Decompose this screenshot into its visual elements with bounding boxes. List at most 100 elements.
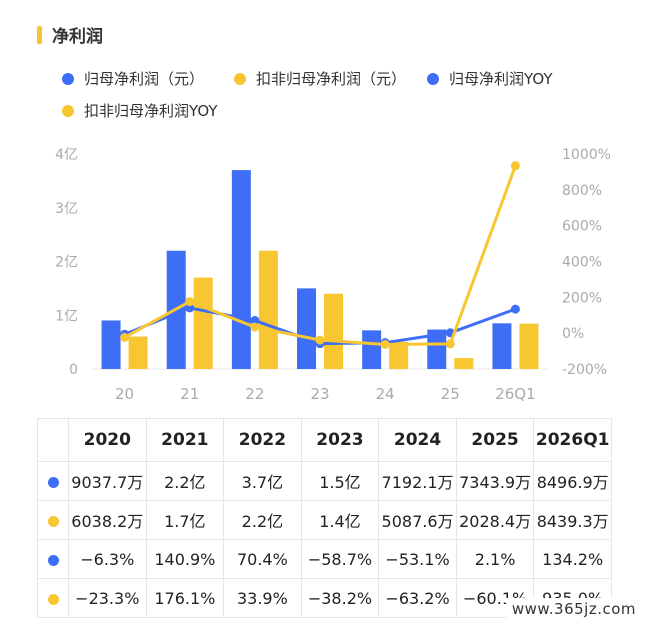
bar	[519, 323, 539, 369]
header-cell: 2022	[223, 418, 302, 462]
table-cell: 7192.1万	[378, 461, 457, 501]
line-point	[510, 304, 520, 314]
table-cell: 2.2亿	[223, 500, 302, 540]
bar	[297, 288, 316, 369]
y-left-tick-label: 2亿	[55, 255, 78, 271]
table-cell: 3.7亿	[223, 461, 302, 501]
bar	[362, 330, 382, 369]
y-left-tick-label: 0	[69, 362, 78, 378]
y-right-tick-label: 400%	[562, 255, 602, 271]
table-cell: 2.2亿	[145, 461, 225, 501]
table-header-row: 2020 2021 2022 2023 2024 2025 2026Q1	[37, 418, 612, 462]
table-cell: 70.4%	[223, 539, 302, 579]
bar	[454, 358, 474, 369]
bar	[427, 329, 447, 369]
bar	[389, 341, 409, 369]
table-cell: 176.1%	[145, 578, 225, 618]
table-cell: −63.2%	[378, 578, 457, 618]
x-tick-label: 24	[376, 385, 395, 403]
table-cell: −53.1%	[378, 539, 457, 579]
line-point	[315, 335, 325, 345]
table-row: 6038.2万 1.7亿 2.2亿 1.4亿 5087.6万 2028.4万 8439.3万	[37, 500, 612, 540]
legend-item-parent-net-profit[interactable]: 归母净利润（元）	[62, 68, 204, 89]
header-cell: 2026Q1	[533, 418, 612, 462]
legend-label: 扣非归母净利润（元）	[256, 70, 407, 88]
table-cell: 1.7亿	[145, 500, 225, 540]
table-row: 9037.7万 2.2亿 3.7亿 1.5亿 7192.1万 7343.9万 8496.9万	[37, 461, 612, 501]
line-point	[250, 316, 260, 326]
table-cell: 8496.9万	[533, 461, 612, 501]
header-corner	[37, 418, 69, 462]
row-dot-icon	[47, 593, 59, 605]
combo-chart: 0 1亿 2亿 3亿 4亿 -200% 0% 200% 400% 600% 800% 1000% 20 2…	[55, 147, 611, 403]
x-tick-label: 21	[180, 385, 199, 403]
y-left-tick-label: 4亿	[55, 147, 78, 163]
row-dot-icon	[47, 515, 59, 527]
line-point	[250, 322, 260, 332]
chart-title: 净利润	[52, 27, 103, 47]
table-cell: 6038.2万	[68, 500, 147, 540]
legend-dot-yellow-icon	[234, 72, 246, 85]
data-table: 2020 2021 2022 2023 2024 2025 2026Q1 903…	[37, 418, 612, 618]
bar	[128, 336, 148, 369]
table-cell: −38.2%	[300, 578, 380, 618]
x-tick-label: 23	[310, 385, 329, 403]
bar	[492, 323, 512, 369]
table-cell: 8439.3万	[533, 500, 612, 540]
line-point	[510, 161, 520, 171]
legend-dot-yellow-icon	[62, 104, 74, 117]
row-dot-icon	[47, 554, 59, 566]
table-cell: 134.2%	[533, 539, 612, 579]
legend-label: 归母净利润（元）	[84, 70, 205, 88]
row-marker	[37, 578, 69, 618]
legend-item-deducted-net-profit[interactable]: 扣非归母净利润（元）	[234, 68, 406, 89]
table-cell: 1.4亿	[300, 500, 380, 540]
table-cell: 140.9%	[145, 539, 225, 579]
line-point	[185, 303, 195, 313]
legend-label: 归母净利润YOY	[449, 70, 553, 88]
table-cell: 7343.9万	[455, 461, 535, 501]
x-tick-label: 26Q1	[495, 385, 535, 403]
legend-item-parent-yoy[interactable]: 归母净利润YOY	[427, 68, 553, 89]
bar	[324, 293, 343, 369]
line-point	[445, 339, 455, 349]
legend-dot-blue-icon	[427, 72, 439, 85]
table-cell: −23.3%	[68, 578, 147, 618]
header-cell: 2025	[455, 418, 535, 462]
table-cell: 5087.6万	[378, 500, 457, 540]
title-accent-bar	[37, 25, 42, 44]
chart-title-wrap: 净利润	[37, 22, 103, 47]
x-tick-label: 25	[441, 385, 460, 403]
header-cell: 2024	[378, 418, 457, 462]
data-table-wrap: 2020 2021 2022 2023 2024 2025 2026Q1 903…	[37, 418, 612, 618]
y-right-tick-label: 600%	[562, 219, 602, 235]
bar	[193, 277, 213, 369]
table-cell: 1.5亿	[300, 461, 380, 501]
x-tick-label: 22	[245, 385, 264, 403]
table-cell: 2028.4万	[455, 500, 535, 540]
table-row: −6.3% 140.9% 70.4% −58.7% −53.1% 2.1% 134.2%	[37, 539, 612, 579]
bar	[101, 320, 121, 369]
table-cell: 33.9%	[223, 578, 302, 618]
watermark: www.365jz.com	[505, 598, 642, 620]
header-cell: 2020	[68, 418, 147, 462]
y-right-tick-label: -200%	[562, 362, 607, 378]
line-point	[380, 339, 390, 349]
header-cell: 2023	[300, 418, 380, 462]
bar	[231, 170, 251, 369]
y-right-tick-label: 1000%	[562, 147, 611, 163]
bar	[258, 250, 278, 369]
row-marker	[37, 461, 69, 501]
table-cell: −58.7%	[300, 539, 380, 579]
y-right-tick-label: 0%	[562, 326, 584, 342]
row-dot-icon	[47, 476, 59, 488]
legend-item-deducted-yoy[interactable]: 扣非归母净利润YOY	[62, 100, 218, 121]
y-left-tick-label: 3亿	[55, 201, 78, 217]
y-left-tick-label: 1亿	[55, 308, 78, 324]
row-marker	[37, 539, 69, 579]
y-right-tick-label: 200%	[562, 290, 602, 306]
line-point	[120, 332, 130, 342]
header-cell: 2021	[145, 418, 225, 462]
y-right-tick-label: 800%	[562, 183, 602, 199]
row-marker	[37, 500, 69, 540]
